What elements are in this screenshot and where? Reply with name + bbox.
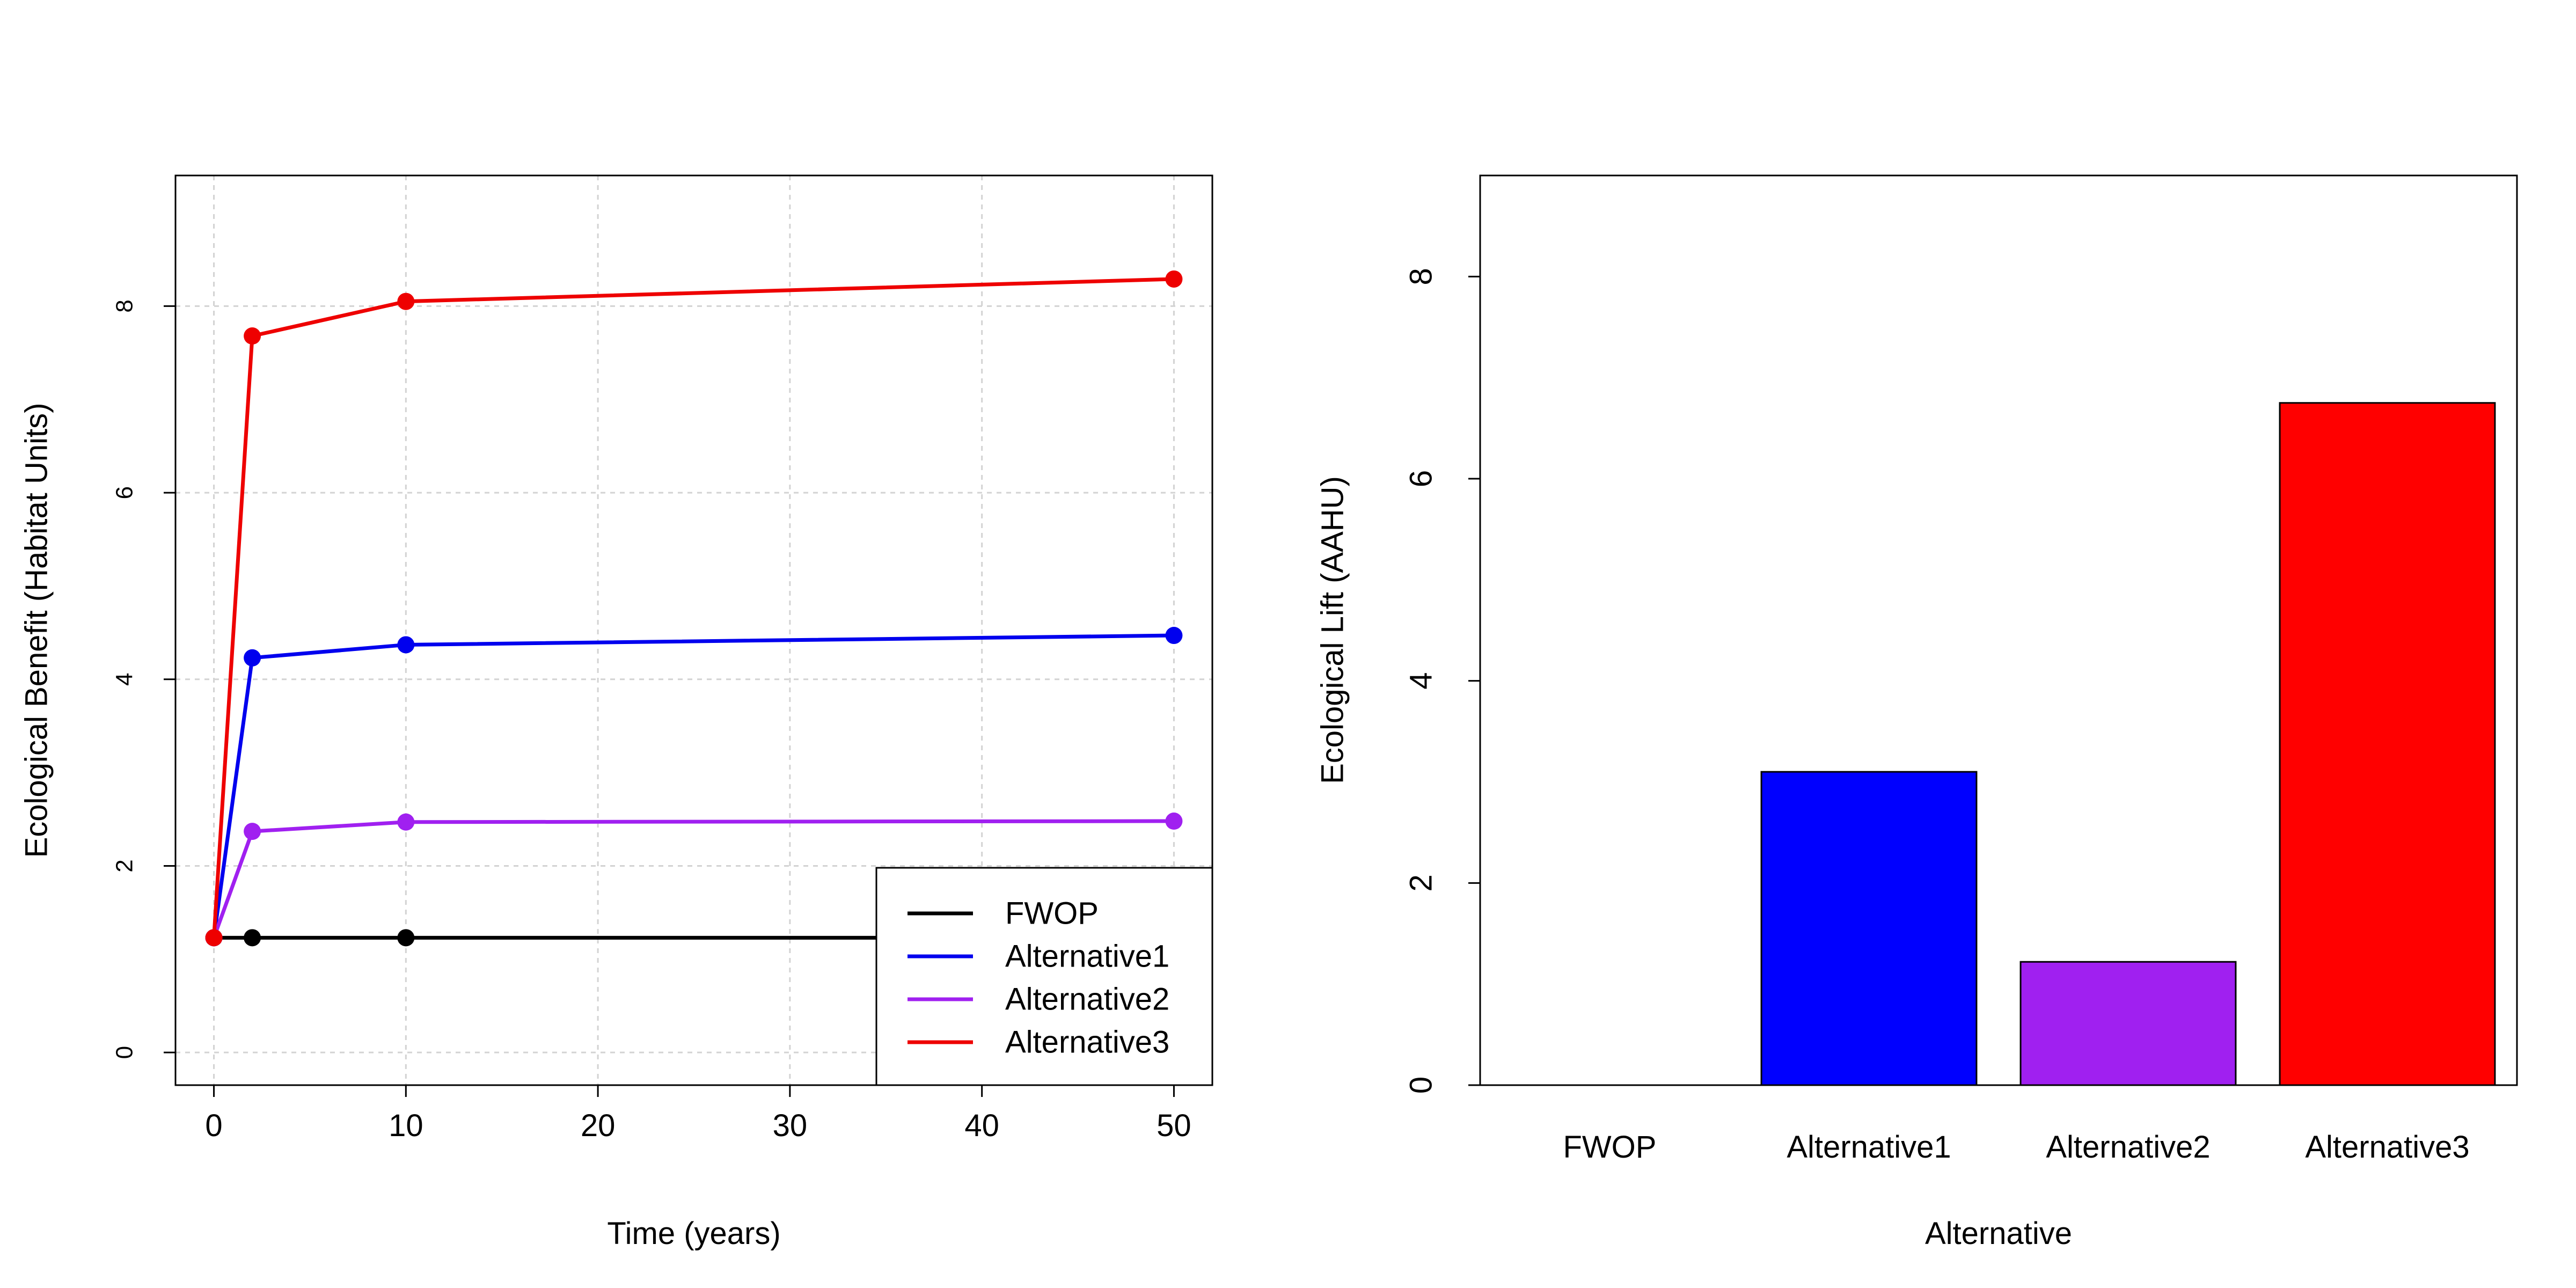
line-chart-x-axis-label: Time (years): [607, 1216, 780, 1251]
x-category-label: Alternative3: [2305, 1130, 2469, 1165]
x-tick-label: 10: [389, 1108, 423, 1143]
data-point: [397, 636, 415, 654]
data-point: [205, 929, 223, 947]
data-point: [397, 292, 415, 310]
y-tick-label: 4: [1404, 672, 1439, 690]
y-tick-label: 8: [1404, 268, 1439, 285]
data-point: [244, 823, 261, 840]
x-tick-label: 20: [581, 1108, 616, 1143]
bar-chart-axes: 0 2 4 6 8: [1404, 268, 1480, 1094]
data-point: [244, 929, 261, 947]
x-tick-label: 30: [773, 1108, 808, 1143]
y-tick-label: 6: [1404, 470, 1439, 487]
y-tick-label: 2: [112, 859, 138, 872]
data-point: [397, 813, 415, 831]
bar-chart-y-axis-label: Ecological Lift (AAHU): [1315, 476, 1350, 784]
x-category-label: Alternative1: [1787, 1130, 1951, 1165]
line-chart-legend: FWOP Alternative1 Alternative2 Alternative3: [875, 867, 1213, 1086]
y-tick-label: 0: [112, 1046, 138, 1059]
bar-chart-plot-frame: [1479, 174, 2518, 1086]
line-chart-axes: 0 10 20 30 40 50 0 2 4 6 8: [112, 299, 1191, 1143]
data-point: [244, 327, 261, 345]
series-line: [212, 633, 1174, 938]
line-chart: 0 10 20 30 40 50 0 2 4 6 8 Time (years) Ecological…: [19, 174, 1213, 1251]
line-chart-y-axis-label: Ecological Benefit (Habitat Units): [19, 403, 54, 858]
y-tick-label: 0: [1404, 1077, 1439, 1094]
x-tick-label: 50: [1157, 1108, 1191, 1143]
y-tick-label: 4: [112, 673, 138, 686]
series-line: [212, 277, 1174, 938]
y-tick-label: 8: [112, 299, 138, 312]
x-category-label: FWOP: [1563, 1130, 1657, 1165]
y-tick-label: 2: [1404, 874, 1439, 891]
series-line: [212, 819, 1174, 939]
bar-chart: FWOP Alternative1 Alternative2 Alternative3…: [1315, 174, 2518, 1251]
x-category-label: Alternative2: [2046, 1130, 2210, 1165]
legend-label: FWOP: [1005, 896, 1099, 931]
data-point: [244, 649, 261, 667]
line-chart-series: [205, 270, 1183, 947]
x-tick-label: 40: [964, 1108, 999, 1143]
data-point: [397, 929, 415, 947]
bar-alternative1: [1760, 771, 1978, 1086]
bar-alternative3: [2279, 402, 2496, 1086]
data-point: [1165, 270, 1183, 288]
data-point: [1165, 627, 1183, 645]
legend-label: Alternative1: [1005, 939, 1169, 974]
bar-chart-bars: FWOP Alternative1 Alternative2 Alternative3: [1563, 402, 2496, 1165]
y-tick-label: 6: [112, 486, 138, 499]
legend-box: [875, 867, 1213, 1086]
series-alternative3: [205, 270, 1183, 947]
x-tick-label: 0: [205, 1108, 222, 1143]
data-point: [1165, 813, 1183, 830]
bar-chart-x-axis-label: Alternative: [1925, 1216, 2072, 1251]
line-chart-plot-frame: [174, 174, 1213, 1086]
legend-label: Alternative2: [1005, 982, 1169, 1017]
legend-label: Alternative3: [1005, 1025, 1169, 1060]
bar-alternative2: [2019, 961, 2237, 1086]
